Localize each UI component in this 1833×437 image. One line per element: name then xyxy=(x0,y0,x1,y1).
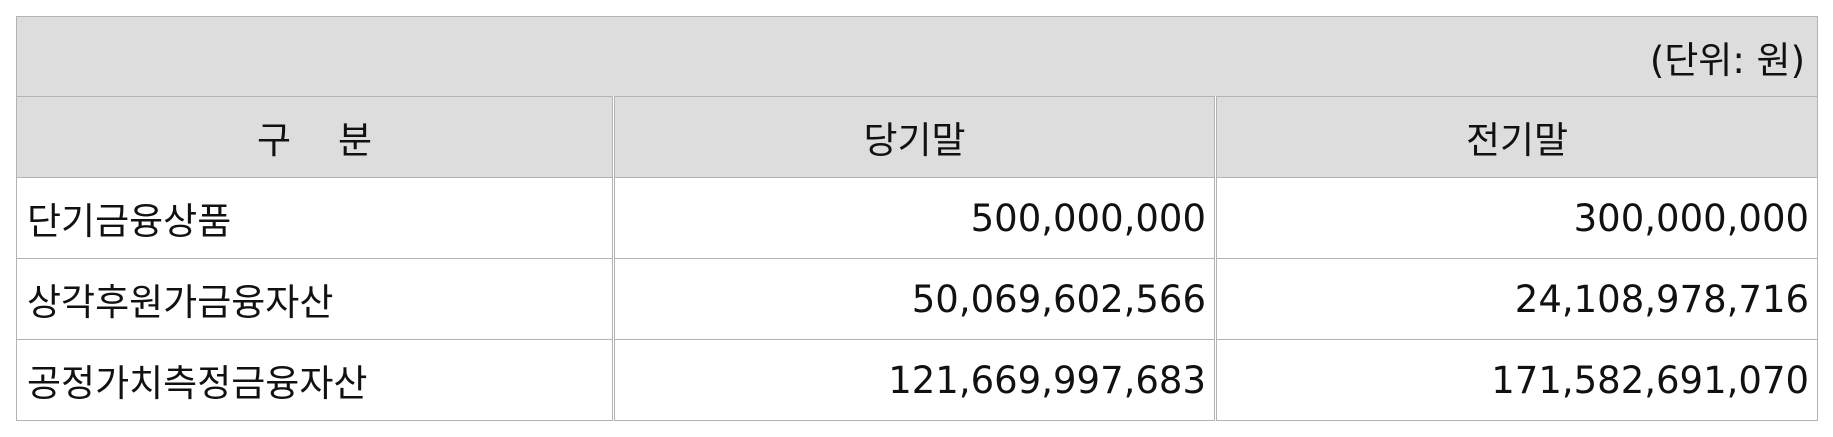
row-label: 상각후원가금융자산 xyxy=(16,258,614,340)
row-label: 단기금융상품 xyxy=(16,177,614,259)
header-row: 구 분 당기말 전기말 xyxy=(16,96,1819,178)
table-row: 공정가치측정금융자산 121,669,997,683 171,582,691,0… xyxy=(16,339,1819,421)
financial-assets-table-container: (단위: 원) 구 분 당기말 전기말 단기금융상품 500,000,000 3… xyxy=(15,16,1819,421)
current-period-value: 50,069,602,566 xyxy=(612,258,1216,340)
prior-period-value: 300,000,000 xyxy=(1213,177,1819,259)
financial-assets-table: (단위: 원) 구 분 당기말 전기말 단기금융상품 500,000,000 3… xyxy=(15,16,1819,421)
unit-note: (단위: 원) xyxy=(15,16,1819,97)
current-period-value: 500,000,000 xyxy=(612,177,1216,259)
unit-row: (단위: 원) xyxy=(15,16,1819,97)
header-category: 구 분 xyxy=(16,96,614,178)
header-prior-period: 전기말 xyxy=(1213,96,1819,178)
prior-period-value: 171,582,691,070 xyxy=(1213,339,1819,421)
table-row: 상각후원가금융자산 50,069,602,566 24,108,978,716 xyxy=(16,258,1819,340)
row-label: 공정가치측정금융자산 xyxy=(16,339,614,421)
prior-period-value: 24,108,978,716 xyxy=(1213,258,1819,340)
current-period-value: 121,669,997,683 xyxy=(612,339,1216,421)
header-current-period: 당기말 xyxy=(612,96,1216,178)
table-row: 단기금융상품 500,000,000 300,000,000 xyxy=(16,177,1819,259)
